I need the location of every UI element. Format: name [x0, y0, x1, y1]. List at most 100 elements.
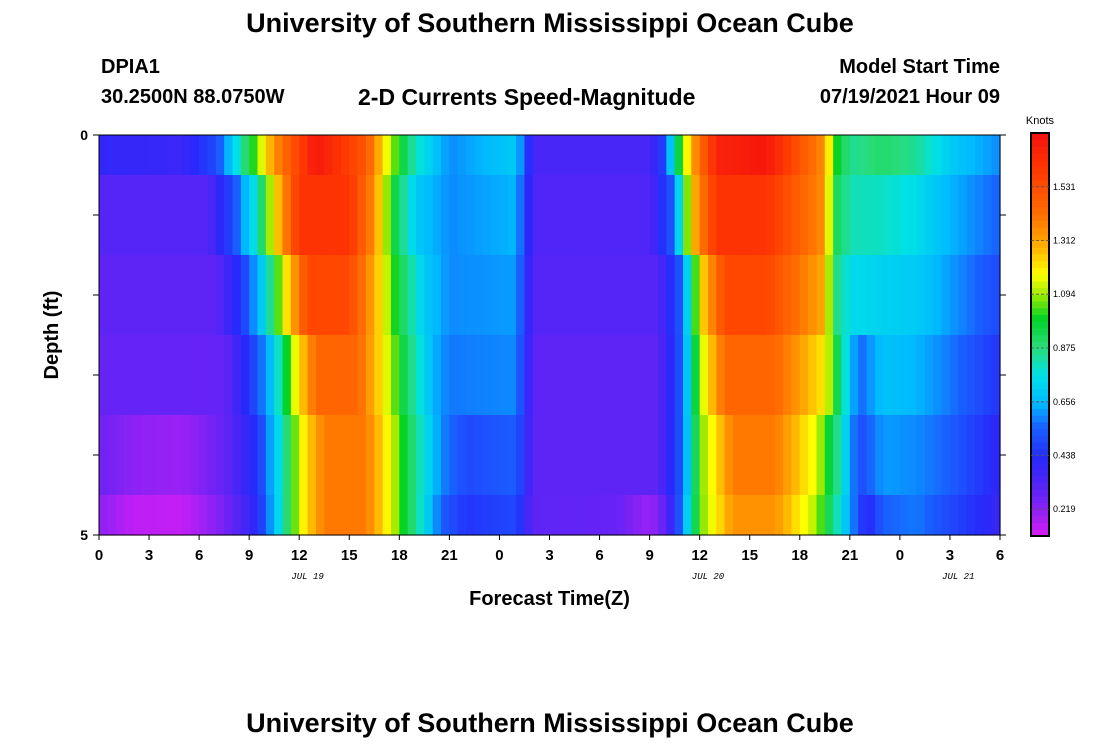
heatmap-cell	[115, 175, 125, 256]
heatmap-cell	[199, 495, 209, 536]
heatmap-cell	[699, 335, 709, 416]
heatmap-cell	[657, 415, 667, 496]
colorbar-swatch	[1031, 368, 1049, 376]
heatmap-cell	[466, 495, 476, 536]
heatmap-cell	[232, 335, 242, 416]
colorbar-swatch	[1031, 529, 1049, 537]
heatmap-cell	[224, 255, 234, 336]
heatmap-cell	[949, 495, 959, 536]
heatmap-cell	[949, 255, 959, 336]
heatmap-cell	[941, 175, 951, 256]
heatmap-cell	[749, 495, 759, 536]
heatmap-cell	[441, 175, 450, 256]
heatmap-cell	[741, 175, 751, 256]
heatmap-cell	[749, 255, 759, 336]
heatmap-cell	[99, 495, 108, 536]
heatmap-cell	[774, 175, 784, 256]
colorbar-swatch	[1031, 354, 1049, 362]
heatmap-cell	[908, 135, 918, 176]
heatmap-cell	[332, 255, 342, 336]
heatmap-cell	[758, 335, 767, 416]
heatmap-cell	[582, 255, 592, 336]
heatmap-cell	[199, 175, 209, 256]
heatmap-cell	[149, 415, 158, 496]
heatmap-cell	[883, 175, 893, 256]
heatmap-cell	[983, 135, 993, 176]
heatmap-cell	[165, 255, 175, 336]
colorbar-swatch	[1031, 200, 1049, 208]
heatmap-cell	[616, 255, 626, 336]
heatmap-cell	[841, 175, 851, 256]
heatmap-cell	[799, 255, 809, 336]
heatmap-cell	[616, 135, 626, 176]
heatmap-cell	[716, 495, 726, 536]
colorbar-tick-label: 1.312	[1053, 236, 1076, 246]
heatmap-cell	[749, 175, 759, 256]
heatmap-cell	[457, 135, 467, 176]
heatmap-cell	[816, 135, 826, 176]
heatmap-cell	[290, 495, 300, 536]
heatmap-cell	[574, 415, 584, 496]
colorbar-swatch	[1031, 361, 1049, 369]
heatmap-cell	[140, 175, 150, 256]
heatmap-cell	[249, 495, 259, 536]
colorbar-swatch	[1031, 334, 1049, 342]
heatmap-cell	[699, 415, 709, 496]
heatmap-cell	[407, 335, 417, 416]
heatmap-cell	[340, 175, 350, 256]
heatmap-cell	[557, 415, 567, 496]
heatmap-cell	[224, 175, 234, 256]
heatmap-cell	[808, 415, 818, 496]
heatmap-cell	[157, 335, 167, 416]
heatmap-cell	[866, 135, 876, 176]
heatmap-cell	[149, 495, 158, 536]
colorbar-swatch	[1031, 462, 1049, 470]
heatmap-cell	[207, 175, 217, 256]
heatmap-cell	[974, 335, 984, 416]
heatmap-cell	[641, 335, 651, 416]
heatmap-cell	[674, 495, 684, 536]
heatmap-cell	[132, 255, 142, 336]
heatmap-cell	[916, 135, 926, 176]
heatmap-cell	[274, 135, 284, 176]
heatmap-cell	[249, 135, 259, 176]
heatmap-cell	[449, 255, 459, 336]
heatmap-cell	[849, 495, 859, 536]
heatmap-cell	[416, 495, 425, 536]
heatmap-cell	[691, 255, 701, 336]
heatmap-cell	[632, 335, 642, 416]
heatmap-cell	[265, 415, 275, 496]
heatmap-cell	[891, 335, 901, 416]
heatmap-cell	[107, 335, 117, 416]
heatmap-cell	[983, 335, 993, 416]
heatmap-cell	[791, 335, 801, 416]
heatmap-cell	[190, 415, 200, 496]
heatmap-cell	[315, 415, 325, 496]
heatmap-cell	[632, 415, 642, 496]
heatmap-cell	[249, 255, 259, 336]
heatmap-cell	[958, 415, 968, 496]
heatmap-cell	[657, 175, 667, 256]
heatmap-cell	[307, 415, 317, 496]
heatmap-cell	[966, 255, 976, 336]
heatmap-cell	[382, 135, 392, 176]
heatmap-cell	[449, 135, 459, 176]
heatmap-cell	[841, 335, 851, 416]
heatmap-cell	[132, 335, 142, 416]
heatmap-cell	[124, 255, 133, 336]
heatmap-cell	[649, 335, 659, 416]
heatmap-cell	[833, 255, 843, 336]
x-tick-label: 18	[791, 547, 808, 564]
heatmap-cell	[974, 495, 984, 536]
heatmap-cell	[282, 495, 292, 536]
heatmap-cell	[99, 255, 108, 336]
colorbar-swatch	[1031, 267, 1049, 275]
heatmap-cell	[991, 415, 1001, 496]
heatmap-cell	[290, 135, 300, 176]
heatmap-cell	[607, 415, 617, 496]
heatmap-cell	[407, 415, 417, 496]
heatmap-cell	[874, 255, 884, 336]
heatmap-cell	[783, 175, 793, 256]
heatmap-cell	[774, 255, 784, 336]
heatmap-cell	[474, 335, 484, 416]
